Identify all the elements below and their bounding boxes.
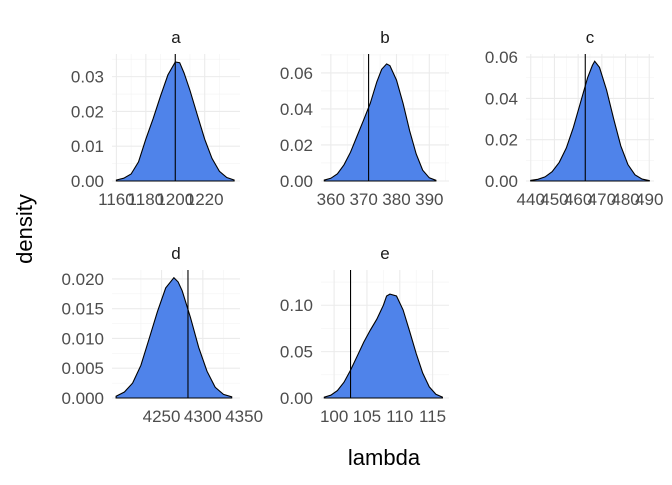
y-tick-label: 0.10 <box>280 296 313 315</box>
x-tick-label: 4350 <box>225 407 263 426</box>
x-tick-label: 360 <box>317 190 345 209</box>
y-tick-label: 0.06 <box>485 48 518 67</box>
x-tick-label: 1200 <box>156 190 194 209</box>
x-tick-label: 470 <box>588 190 616 209</box>
y-tick-label: 0.01 <box>71 137 104 156</box>
density-area-b <box>323 63 437 182</box>
x-tick-label: 490 <box>635 190 663 209</box>
y-tick-label: 0.03 <box>71 68 104 87</box>
y-tick-label: 0.00 <box>71 172 104 191</box>
y-tick-label: 0.04 <box>485 89 518 108</box>
x-tick-label: 1220 <box>186 190 224 209</box>
facet-label-d: d <box>171 244 180 263</box>
facet-label-b: b <box>380 28 389 47</box>
density-area-d <box>115 276 233 399</box>
facet-b: b 0.00 0.02 0.04 0.06 360 370 380 390 <box>280 28 449 209</box>
x-axis-title: lambda <box>348 445 421 470</box>
x-tick-label: 115 <box>419 407 446 426</box>
y-tick-label: 0.00 <box>280 389 313 408</box>
y-tick-label: 0.05 <box>280 343 313 362</box>
x-tick-label: 1180 <box>128 190 165 209</box>
facet-label-e: e <box>380 244 389 263</box>
x-tick-label: 380 <box>382 190 410 209</box>
x-tick-label: 440 <box>517 190 545 209</box>
x-tick-label: 100 <box>320 407 348 426</box>
x-tick-label: 4300 <box>184 407 222 426</box>
density-area-c <box>530 60 650 182</box>
y-tick-label: 0.010 <box>61 329 104 348</box>
y-axis-title: density <box>12 194 37 264</box>
y-tick-label: 0.015 <box>61 300 104 319</box>
x-tick-label: 370 <box>349 190 377 209</box>
y-tick-label: 0.005 <box>61 359 104 378</box>
y-tick-label: 0.06 <box>280 64 313 83</box>
facet-label-a: a <box>171 28 181 47</box>
x-tick-label: 450 <box>540 190 568 209</box>
facet-label-c: c <box>586 28 595 47</box>
y-tick-label: 0.00 <box>485 172 518 191</box>
y-tick-label: 0.02 <box>485 131 518 150</box>
x-tick-label: 105 <box>353 407 381 426</box>
y-tick-label: 0.02 <box>71 102 104 121</box>
y-tick-label: 0.00 <box>280 172 313 191</box>
x-tick-label: 480 <box>611 190 639 209</box>
x-tick-label: 460 <box>564 190 592 209</box>
y-tick-label: 0.02 <box>280 136 313 155</box>
y-tick-label: 0.000 <box>61 389 104 408</box>
y-tick-label: 0.020 <box>61 270 104 289</box>
facet-d: d 0.000 0.005 0.010 0.015 0.020 4250 4300 4350 <box>61 244 263 426</box>
x-tick-label: 390 <box>415 190 443 209</box>
x-tick-label: 1160 <box>98 190 135 209</box>
facet-e: e 0.00 0.05 0.10 100 105 110 115 <box>280 244 449 426</box>
y-tick-label: 0.04 <box>280 100 313 119</box>
density-area-e <box>323 293 443 399</box>
x-tick-label: 110 <box>386 407 413 426</box>
x-tick-label: 4250 <box>143 407 181 426</box>
